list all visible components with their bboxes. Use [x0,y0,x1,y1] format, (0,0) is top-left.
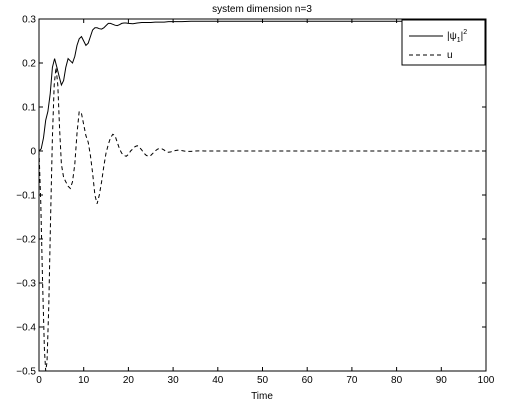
x-tick-label: 20 [123,375,135,386]
x-tick-label: 40 [212,375,224,386]
x-tick-label: 90 [436,375,448,386]
x-tick-label: 0 [36,375,42,386]
x-tick-label: 70 [346,375,358,386]
x-tick-label: 80 [391,375,403,386]
plot-lines [38,20,486,372]
x-tick-label: 10 [78,375,90,386]
legend: |ψ1|2 u [401,19,486,66]
y-tick-label: −0.1 [16,191,36,202]
legend-label-u: u [447,50,453,61]
axis-ticks [38,18,487,372]
x-tick-label: 50 [257,375,269,386]
y-tick-label: 0 [30,147,36,158]
x-axis-label: Time [251,391,273,402]
y-tick-label: −0.3 [16,279,36,290]
x-tick-labels: 0 10 20 30 40 50 60 70 80 90 100 [36,375,495,386]
x-tick-label: 60 [302,375,314,386]
legend-box [401,19,486,66]
y-tick-label: 0.2 [22,59,36,70]
y-tick-label: 0.3 [22,15,36,26]
y-tick-labels: −0.5 −0.4 −0.3 −0.2 −0.1 0 0.1 0.2 0.3 [16,15,36,378]
y-tick-label: −0.2 [16,235,36,246]
x-tick-label: 30 [168,375,180,386]
series-line-u [38,67,486,372]
chart-title: system dimension n=3 [212,4,312,15]
x-tick-label: 100 [478,375,495,386]
series-line-psi [38,20,486,152]
y-tick-label: −0.4 [16,323,36,334]
y-tick-label: −0.5 [16,367,36,378]
y-tick-label: 0.1 [22,103,36,114]
legend-label-psi: |ψ1|2 [447,29,467,44]
